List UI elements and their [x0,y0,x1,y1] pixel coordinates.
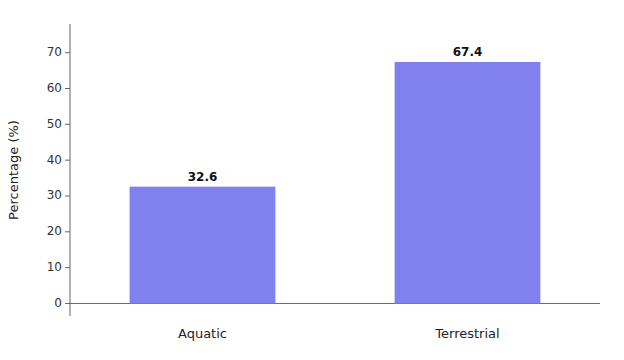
bars [130,62,541,303]
y-tick-label: 10 [47,260,62,274]
y-tick [65,52,70,53]
y-tick [65,124,70,125]
y-tick [65,195,70,196]
y-tick-label: 60 [47,81,62,95]
y-tick-label: 30 [47,188,62,202]
y-tick [65,88,70,89]
bar [130,187,276,304]
y-tick [65,303,70,304]
y-tick-label: 0 [54,296,62,310]
data-label: 67.4 [453,45,483,59]
data-label: 32.6 [188,170,218,184]
chart: 0 10 20 30 40 50 60 70 Percentage (%) 32.6 67.4 Aqu… [0,0,624,360]
y-tick-label: 70 [47,45,62,59]
y-tick [65,231,70,232]
y-tick-label: 50 [47,117,62,131]
x-tick-label: Terrestrial [434,326,499,341]
y-tick [65,160,70,161]
y-tick-label: 40 [47,153,62,167]
y-tick-label: 20 [47,224,62,238]
y-axis-line [70,24,71,316]
bar [395,62,541,303]
y-axis-label: Percentage (%) [6,120,21,220]
y-tick [65,267,70,268]
x-tick-label: Aquatic [178,326,227,341]
